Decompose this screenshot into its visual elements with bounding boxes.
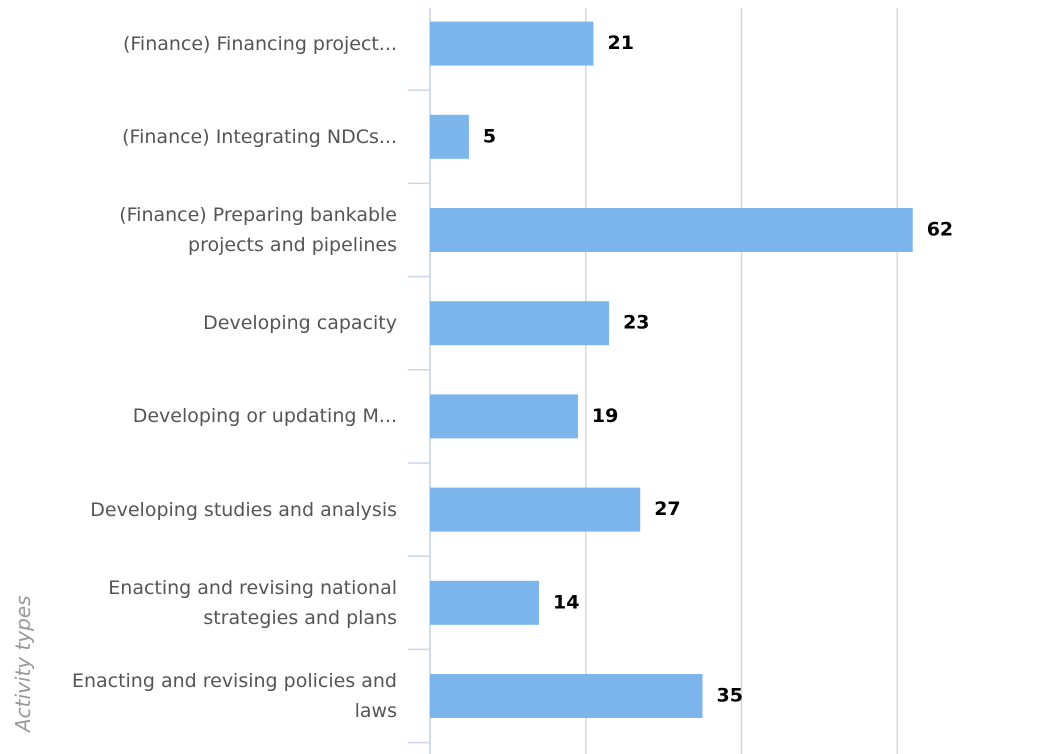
y-tick-label: Developing or updating M...: [132, 405, 397, 428]
y-tick-label: (Finance) Integrating NDCs...: [122, 125, 397, 148]
y-tick-label: Enacting and revising policies and laws: [71, 670, 397, 722]
data-label: 27: [654, 498, 680, 520]
bar: [430, 208, 913, 252]
axis-title: Activity types: [11, 595, 35, 734]
y-tick-label: (Finance) Preparing bankable projects an…: [119, 204, 397, 256]
y-tick-label: Developing studies and analysis: [90, 498, 397, 521]
data-label: 19: [592, 405, 618, 427]
data-label: 5: [483, 125, 496, 147]
bar: [430, 301, 610, 346]
y-tick-label: Enacting and revising national strategie…: [108, 576, 397, 629]
y-tick-label: Developing capacity: [203, 312, 397, 335]
bar: [430, 114, 469, 159]
bar: [430, 674, 703, 718]
data-label: 23: [623, 312, 649, 334]
bar: [430, 394, 578, 439]
data-label: 21: [608, 32, 634, 54]
data-label: 35: [717, 685, 743, 707]
y-tick-label: (Finance) Financing project...: [122, 32, 397, 55]
bar: [430, 580, 539, 625]
bar: [430, 21, 594, 66]
bar: [430, 487, 641, 532]
data-label: 62: [927, 219, 953, 241]
data-label: 14: [553, 591, 579, 613]
